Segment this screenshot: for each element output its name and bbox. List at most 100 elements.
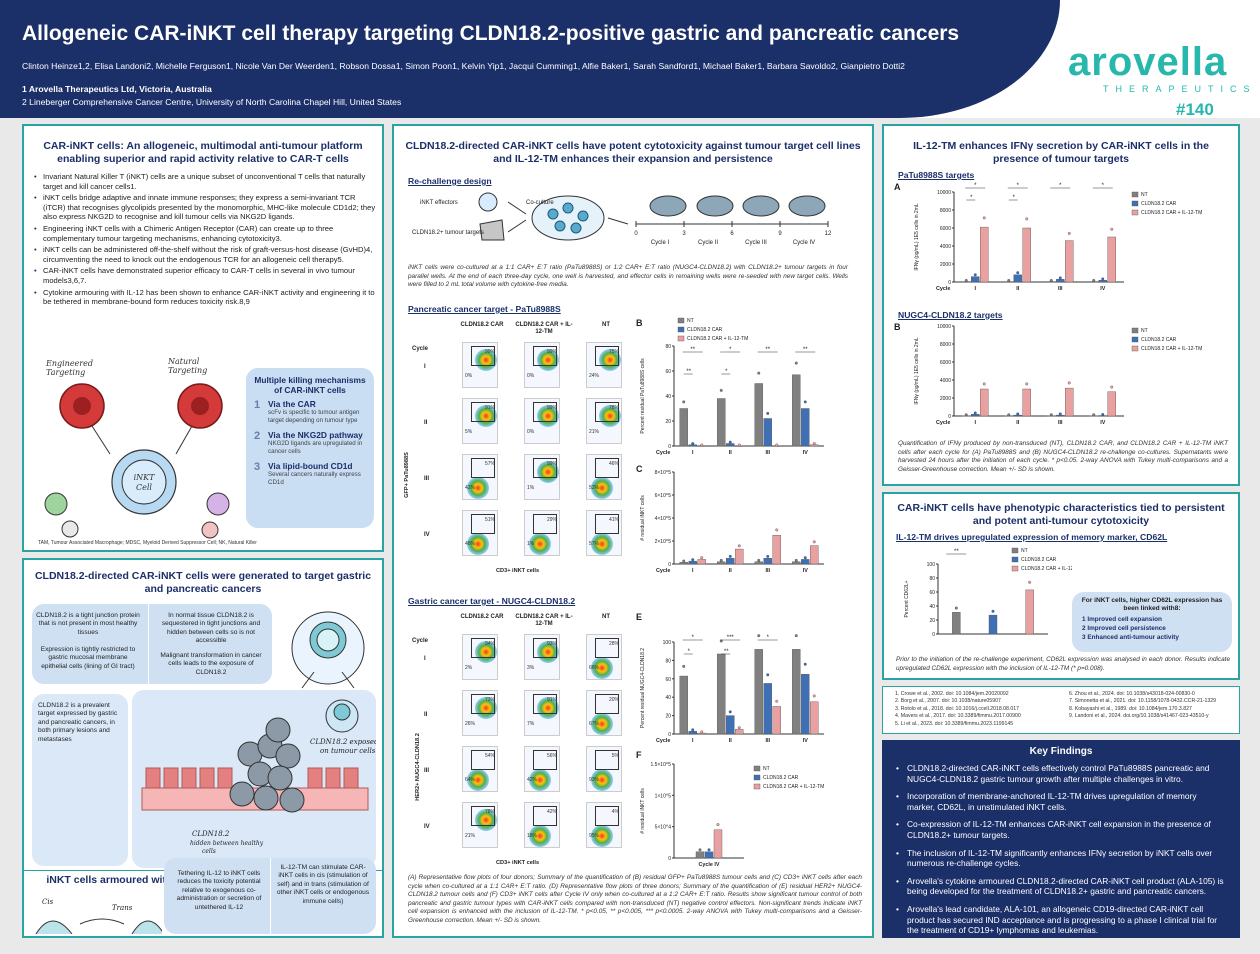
mechanism-number: 1 xyxy=(254,399,261,411)
bar xyxy=(717,653,726,735)
subtitle-A: PaTu8988S targets xyxy=(898,170,975,180)
gate-percent-bottom: 66% xyxy=(589,665,600,671)
data-point xyxy=(803,662,807,666)
legend-swatch xyxy=(1011,556,1019,563)
legend-label: CLDN18.2 CAR + IL-12-TM xyxy=(1141,210,1202,216)
flow-gate xyxy=(595,750,619,770)
gate-percent-bottom: 5% xyxy=(465,429,473,435)
y-tick-label: 6000 xyxy=(940,360,951,366)
box-text: Expression is tightly restricted to gast… xyxy=(40,646,136,670)
cd62l-item: 2 Improved cell persistence xyxy=(1082,625,1166,632)
bar xyxy=(679,408,688,447)
flow-population xyxy=(467,533,489,555)
timeline-label: 6 xyxy=(730,231,734,237)
data-point xyxy=(757,558,761,562)
reference-item: 4. Mavers et al., 2017. doi: 10.3389/fim… xyxy=(895,713,1021,720)
gate-percent-top: 51% xyxy=(484,517,495,523)
gate-percent-top: 54% xyxy=(484,753,495,759)
bar xyxy=(688,731,697,735)
flow-y-axis-label: GFP+ PaTu8988S xyxy=(403,452,410,498)
bar xyxy=(971,413,980,417)
panel-title: IL-12-TM enhances IFNγ secretion by CAR-… xyxy=(913,140,1209,165)
y-tick-label: 40 xyxy=(665,394,671,400)
timeline-label: 9 xyxy=(778,231,782,237)
svg-text:on tumour cells: on tumour cells xyxy=(320,747,376,755)
gate-percent-bottom: 24% xyxy=(589,373,600,379)
flow-plot: 99% 0% xyxy=(524,398,560,444)
sig-star: * xyxy=(970,195,973,201)
key-findings-title: Key Findings xyxy=(1029,746,1093,757)
panel-title: CAR-iNKT cells: An allogeneic, multimoda… xyxy=(43,140,363,165)
bar xyxy=(801,408,810,447)
data-point xyxy=(1067,381,1071,385)
gate-percent-top: 20% xyxy=(608,697,619,703)
mechanisms-title: Multiple killing mechanisms of CAR-iNKT … xyxy=(254,375,366,395)
flow-plot: 5% 93% xyxy=(586,746,622,792)
panel-letter: B xyxy=(636,318,643,328)
y-tick-label: 20 xyxy=(665,419,671,425)
svg-text:iNKT: iNKT xyxy=(134,473,156,482)
flow-col-header: CLDN18.2 CAR xyxy=(460,322,504,328)
data-point xyxy=(691,728,695,732)
intro-bullets: Invariant Natural Killer T (iNKT) cells … xyxy=(32,172,376,309)
data-point xyxy=(682,559,686,563)
bar xyxy=(772,706,781,735)
flow-row-label: IV xyxy=(424,532,430,538)
cycle-axis-label: Cycle xyxy=(656,738,670,744)
gate-percent-top: 46% xyxy=(608,461,619,467)
timeline-label: 0 xyxy=(634,231,638,237)
rechallenge-subtitle: Re-challenge design xyxy=(408,176,492,186)
key-finding-item: The inclusion of IL-12-TM significantly … xyxy=(896,848,1226,869)
data-point xyxy=(812,694,816,698)
y-tick-label: 40 xyxy=(929,604,935,610)
panel-title: CLDN18.2-directed CAR-iNKT cells have po… xyxy=(405,140,861,165)
legend-swatch xyxy=(1011,565,1019,572)
panel-phenotype: CAR-iNKT cells have phenotypic character… xyxy=(882,492,1240,680)
x-tick-label: III xyxy=(766,738,771,744)
bar xyxy=(695,851,705,859)
chart-F: 0 5×10^4 1×10^5 1.5×10^5 # residual iNKT cel… xyxy=(636,750,824,868)
svg-text:Targeting: Targeting xyxy=(168,366,207,375)
cycle-label: Cycle II xyxy=(698,240,718,246)
cycle-row-label: Cycle xyxy=(412,638,429,644)
data-point xyxy=(1092,279,1096,282)
flow-row-label: I xyxy=(424,656,426,662)
bar xyxy=(801,559,810,565)
svg-text:Trans: Trans xyxy=(112,904,133,912)
mechanism-desc: NKG2D ligands are upregulated in cancer … xyxy=(268,440,363,455)
x-tick-label: I xyxy=(975,286,977,292)
y-tick-label: 0 xyxy=(948,414,951,420)
gate-percent-bottom: 0% xyxy=(465,373,473,379)
reference-item: 5. Li et al., 2023. doi: 10.3389/fimmu.2… xyxy=(895,720,1014,727)
sig-star: ** xyxy=(803,347,808,353)
data-point xyxy=(775,528,779,532)
data-point xyxy=(737,443,741,447)
data-point xyxy=(775,443,779,447)
flow-plot: 75% 24% xyxy=(586,342,622,388)
data-point xyxy=(700,730,704,734)
y-axis-label: Percent residual NUGC4-CLDN18.2 xyxy=(640,648,646,728)
author-list: Clinton Heinze1,2, Elisa Landoni2, Miche… xyxy=(22,61,905,71)
cd62l-list: 1 Improved cell expansion 2 Improved cell… xyxy=(1072,615,1232,642)
legend-label: CLDN18.2 CAR xyxy=(763,775,799,781)
reference-item: 2. Borg et al., 2007. doi: 10.1038/natur… xyxy=(895,698,1001,705)
key-finding-item: CLDN18.2-directed CAR-iNKT cells effecti… xyxy=(896,763,1226,784)
reference-item: 7. Simonetta et al., 2021. doi: 10.1158/… xyxy=(1069,698,1216,705)
flow-plot: 91% 5% xyxy=(462,398,498,444)
epithelium-svg: CLDN18.2 exposed on tumour cells CLDN18.… xyxy=(141,699,376,855)
x-tick-label: I xyxy=(692,450,694,456)
bar xyxy=(763,683,772,735)
sig-star: ** xyxy=(954,549,959,555)
x-tick-label: IV xyxy=(1100,286,1105,292)
box-text: Tethering IL-12 to iNKT cells reduces th… xyxy=(176,870,262,911)
flow-population xyxy=(591,533,613,555)
flow-gate xyxy=(533,750,557,770)
flow-gate xyxy=(533,694,557,714)
bar xyxy=(679,562,688,565)
data-point xyxy=(1007,279,1011,282)
legend-swatch xyxy=(1131,209,1139,216)
timeline-label: 12 xyxy=(825,231,832,237)
bar xyxy=(688,560,697,565)
data-point xyxy=(728,440,732,444)
legend-swatch xyxy=(677,326,685,333)
